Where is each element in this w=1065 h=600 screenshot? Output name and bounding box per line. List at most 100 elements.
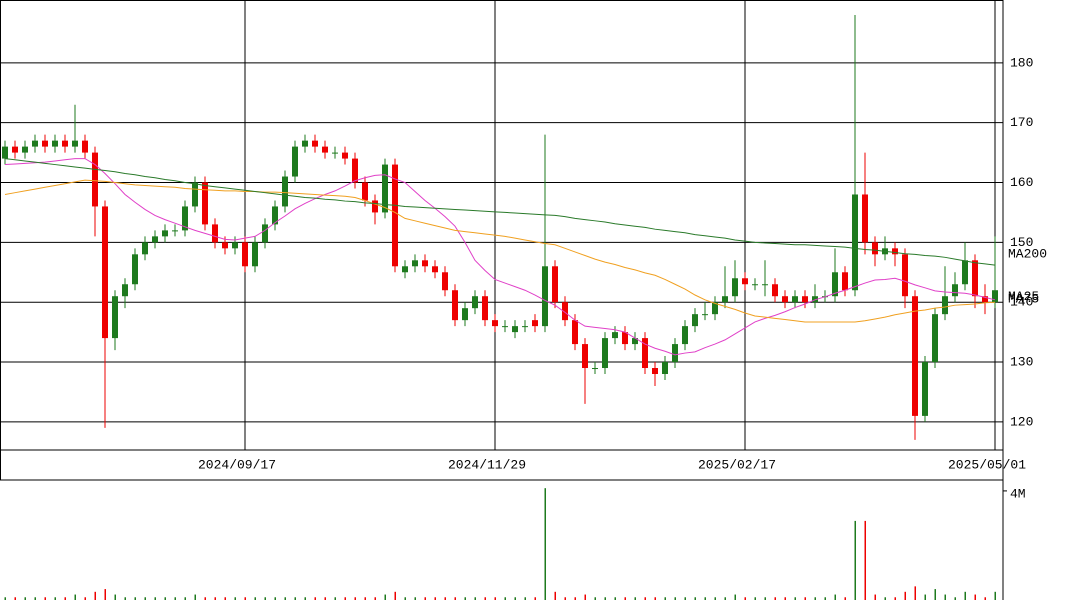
candle-body [922,362,928,416]
volume-bar [794,597,796,600]
candle-body [302,140,308,147]
volume-bar [84,597,86,600]
candle-body [682,326,688,345]
volume-bar [414,597,416,600]
volume-bar [694,597,696,600]
candle-body [662,362,668,375]
volume-bar [204,597,206,600]
y-tick-label: 150 [1010,235,1033,250]
volume-bar [884,597,886,600]
volume-bar [834,594,836,600]
candle-body [152,236,158,243]
volume-bar [514,597,516,600]
volume-bar [744,597,746,600]
volume-bar [554,591,556,600]
volume-bar [824,597,826,600]
candle-body [292,146,298,177]
x-tick-label: 2024/09/17 [198,457,276,472]
candle-body [572,320,578,345]
candle-body [212,224,218,243]
volume-bar [734,594,736,600]
candle-body [282,176,288,207]
volume-bar [524,597,526,600]
volume-bar [934,589,936,600]
y-tick-label: 180 [1010,55,1033,70]
volume-bar [424,597,426,600]
candle-body [172,230,178,232]
x-tick-label: 2024/11/29 [448,457,526,472]
candle-body [892,248,898,255]
volume-bar [544,488,546,600]
volume-bar [924,594,926,600]
volume-bar [624,597,626,600]
volume-bar [604,597,606,600]
volume-bar [754,597,756,600]
candle-body [762,284,768,286]
volume-bar [854,520,856,600]
candle-body [672,344,678,363]
volume-bar [504,597,506,600]
volume-bar [484,597,486,600]
volume-bar [364,597,366,600]
y-tick-label: 170 [1010,115,1033,130]
volume-bar [534,597,536,600]
candle-body [962,260,968,285]
candle-body [622,332,628,345]
candle-body [42,140,48,147]
candle-body [412,260,418,267]
candle-body [432,266,438,273]
candle-body [492,320,498,327]
candle-body [542,266,548,327]
volume-bar [464,597,466,600]
candle-body [452,290,458,321]
volume-bar [564,597,566,600]
candle-body [392,164,398,267]
volume-bar [324,597,326,600]
volume-bar [804,597,806,600]
volume-bar [124,597,126,600]
candle-body [692,314,698,327]
volume-bar [984,597,986,600]
candle-body [582,344,588,369]
volume-bar [104,589,106,600]
candle-body [72,140,78,147]
candle-body [242,242,248,267]
volume-bar [274,597,276,600]
candle-body [252,242,258,267]
candle-body [332,152,338,154]
volume-bar [594,597,596,600]
volume-bar [704,597,706,600]
candle-body [32,140,38,147]
candle-body [312,140,318,147]
volume-bar [284,597,286,600]
volume-bar [954,597,956,600]
volume-bar [344,597,346,600]
candle-body [792,296,798,303]
volume-bar [374,597,376,600]
volume-bar [224,597,226,600]
volume-bar [94,591,96,600]
volume-bar [874,594,876,600]
volume-bar [614,597,616,600]
volume-bar [354,597,356,600]
candle-body [402,266,408,273]
candle-body [602,338,608,369]
candle-body [852,194,858,291]
candle-body [342,152,348,159]
volume-bar [34,597,36,600]
ma-line [4,158,996,356]
volume-bar [74,594,76,600]
candle-body [2,146,8,159]
candle-body [482,296,488,321]
volume-bar [444,597,446,600]
candle-body [122,284,128,297]
volume-bar [384,594,386,600]
volume-bar [574,597,576,600]
candle-body [562,302,568,321]
volume-bar [584,594,586,600]
volume-bar [684,597,686,600]
candle-body [12,146,18,153]
x-tick-label: 2025/02/17 [698,457,776,472]
candle-body [712,302,718,315]
candle-body [522,326,528,328]
